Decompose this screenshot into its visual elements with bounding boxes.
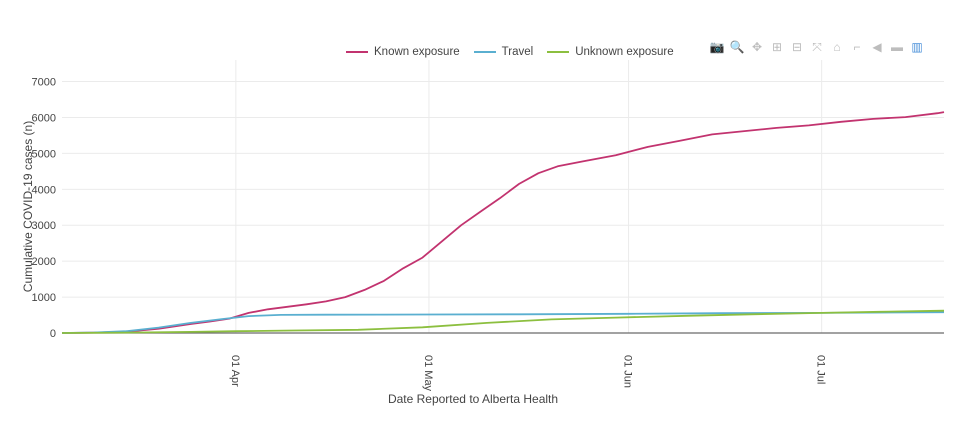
y-tick-label: 6000	[32, 112, 56, 124]
zoom-out-icon[interactable]: ⊟	[791, 40, 803, 54]
home-icon[interactable]: ⌂	[833, 40, 841, 54]
x-tick-label: 01 Jun	[622, 355, 634, 388]
zoom-in-icon[interactable]: ⊞	[771, 40, 783, 54]
legend-item-travel[interactable]: Travel	[473, 46, 534, 58]
series-line-known-exposure[interactable]	[61, 111, 945, 334]
x-tick-label: 01 Apr	[229, 355, 241, 387]
legend-label: Unknown exposure	[575, 46, 674, 58]
hover-compare-icon[interactable]: ▬	[891, 40, 903, 54]
modebar[interactable]: 📷 🔍 ✥ ⊞ ⊟ ⤧ ⌂ ⌐ ◀ ▬ ▥	[709, 39, 924, 55]
legend-item-unknown-exposure[interactable]: Unknown exposure	[547, 46, 674, 58]
y-axis-title: Cumulative COVID-19 cases (n)	[21, 121, 35, 292]
y-tick-label: 2000	[32, 256, 56, 268]
y-tick-label: 7000	[32, 77, 56, 89]
series-line-travel[interactable]	[61, 311, 945, 334]
series-line-unknown-exposure[interactable]	[61, 309, 945, 334]
y-tick-label: 5000	[32, 148, 56, 160]
y-tick-label: 3000	[32, 220, 56, 232]
legend-swatch	[346, 51, 368, 53]
plotly-logo-icon[interactable]: ▥	[911, 40, 923, 54]
y-tick-label: 4000	[32, 184, 56, 196]
legend-swatch	[473, 51, 496, 53]
zoom-icon[interactable]: 🔍	[729, 40, 745, 54]
autoscale-icon[interactable]: ⤧	[812, 39, 822, 54]
hover-closest-icon[interactable]: ◀	[872, 40, 882, 54]
legend-item-known-exposure[interactable]: Known exposure	[346, 46, 460, 58]
y-tick-label: 0	[50, 328, 56, 340]
legend[interactable]: Known exposure Travel Unknown exposure	[346, 46, 674, 58]
pan-icon[interactable]: ✥	[751, 40, 763, 54]
legend-swatch	[547, 51, 570, 53]
camera-icon[interactable]: 📷	[709, 40, 725, 54]
x-tick-label: 01 Jul	[815, 355, 827, 384]
x-tick-label: 01 May	[422, 355, 434, 392]
legend-label: Travel	[501, 46, 534, 58]
y-tick-label: 1000	[32, 292, 56, 304]
legend-label: Known exposure	[374, 46, 460, 58]
x-axis-title: Date Reported to Alberta Health	[388, 392, 558, 406]
spike-lines-icon[interactable]: ⌐	[853, 40, 861, 54]
